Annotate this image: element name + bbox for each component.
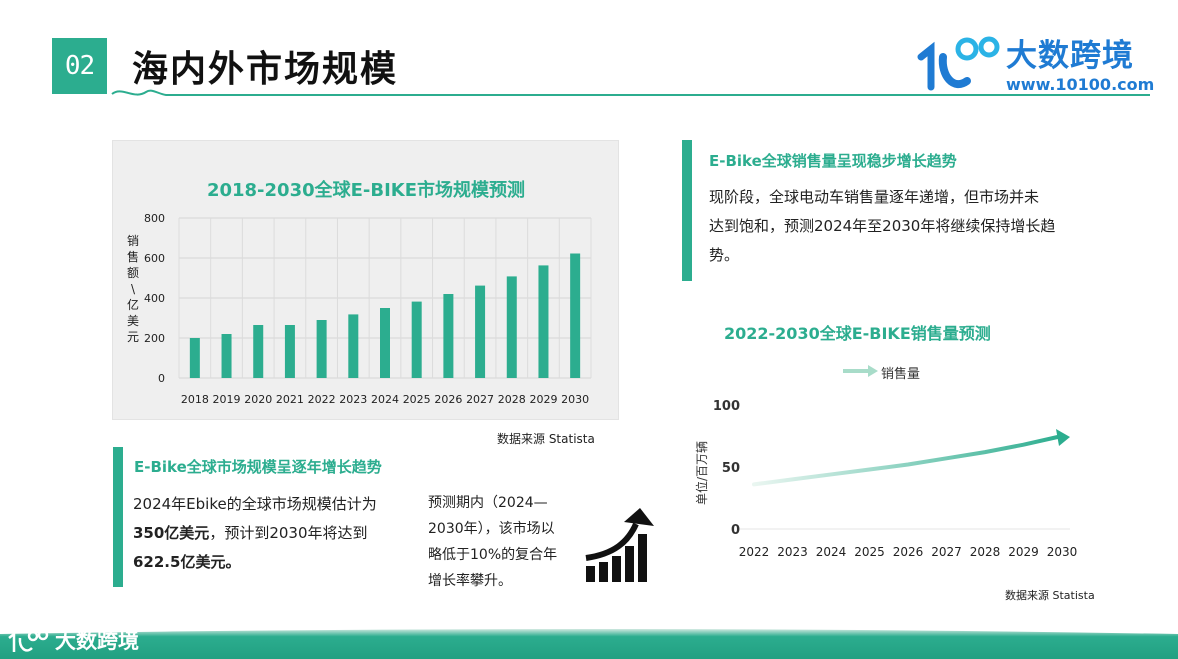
market-callout-title: E-Bike全球市场规模呈逐年增长趋势 [134, 458, 382, 476]
header-divider [111, 89, 1150, 96]
logo-name: 大数跨境 [1006, 38, 1134, 74]
footer-band [0, 629, 1178, 659]
y-axis-label: 单位/百万辆 [694, 441, 709, 505]
bar [411, 301, 422, 378]
sales-text-line: 达到饱和，预测2024年至2030年将继续保持增长趋 [709, 217, 1056, 235]
forecast-line: 预测期内（2024— [428, 495, 548, 511]
bar [443, 294, 454, 378]
y-axis-label-char: 额 [127, 266, 139, 280]
x-tick-label: 2024 [371, 393, 399, 406]
sales-callout-accent [682, 140, 692, 281]
x-tick-label: 2022 [739, 545, 770, 559]
series-line [752, 434, 1064, 487]
y-axis-label-char: 销 [127, 234, 139, 248]
bar [475, 285, 486, 378]
footer-brand: 大数跨境 [55, 629, 139, 653]
market-size-2024: 350亿美元 [133, 524, 210, 542]
page-title: 海内外市场规模 [132, 49, 399, 90]
x-tick-label: 2029 [1008, 545, 1039, 559]
x-tick-label: 2020 [244, 393, 272, 406]
y-tick-label: 0 [731, 523, 740, 538]
x-tick-label: 2030 [1047, 545, 1078, 559]
y-tick-label: 100 [713, 399, 740, 414]
x-tick-label: 2028 [498, 393, 526, 406]
market-chart-source: 数据来源 Statista [497, 432, 595, 446]
bar [221, 334, 232, 378]
y-axis-label-char: 售 [127, 249, 139, 264]
bar [284, 325, 295, 378]
forecast-line: 2030年），该市场以 [428, 521, 555, 537]
x-tick-label: 2022 [308, 393, 336, 406]
forecast-note: 预测期内（2024— 2030年），该市场以 略低于10%的复合年 增长率攀升。 [428, 490, 557, 594]
y-tick-label: 50 [722, 461, 740, 476]
bar [253, 325, 264, 378]
x-tick-label: 2027 [931, 545, 962, 559]
x-tick-label: 2018 [181, 393, 209, 406]
chart-title: 2018-2030全球E-BIKE市场规模预测 [207, 179, 525, 201]
sales-text-line: 现阶段，全球电动车销售量逐年递增，但市场并未 [709, 188, 1040, 206]
x-tick-label: 2021 [276, 393, 304, 406]
bar [506, 276, 517, 378]
sales-line-chart: 销售量 0 50 100 2022 2023 2024 2025 2026 2027 2028 202… [694, 365, 1078, 559]
market-callout-accent [113, 447, 123, 587]
forecast-line: 略低于10%的复合年 [428, 547, 558, 563]
sales-callout-title: E-Bike全球销售量呈现稳步增长趋势 [709, 152, 957, 170]
market-size-2030: 622.5亿美元。 [133, 553, 241, 571]
bar [316, 320, 327, 378]
brand-logo-icon [917, 36, 1000, 91]
x-tick-label: 2026 [893, 545, 924, 559]
y-tick-label: 200 [144, 332, 165, 345]
x-tick-label: 2028 [970, 545, 1001, 559]
x-tick-label: 2025 [854, 545, 885, 559]
y-tick-label: 400 [144, 292, 165, 305]
x-tick-label: 2024 [816, 545, 847, 559]
bar [348, 314, 359, 378]
y-axis-label-char: 美 [127, 314, 139, 328]
sales-chart-title: 2022-2030全球E-BIKE销售量预测 [724, 324, 991, 343]
bar [380, 308, 390, 378]
x-tick-label: 2026 [434, 393, 462, 406]
section-number-badge: 02 [52, 38, 107, 94]
x-tick-label: 2023 [339, 393, 367, 406]
y-axis-label-char: \ [131, 282, 136, 296]
sales-callout-text: 现阶段，全球电动车销售量逐年递增，但市场并未 达到饱和，预测2024年至2030… [709, 183, 1055, 270]
y-tick-label: 600 [144, 252, 165, 265]
y-axis-label-char: 亿 [127, 297, 139, 312]
market-text-part2: ，预计到2030年将达到 [209, 524, 368, 542]
x-tick-label: 2027 [466, 393, 494, 406]
bar [189, 338, 200, 378]
growth-chart-icon [585, 508, 654, 582]
legend-label: 销售量 [881, 366, 920, 382]
y-tick-label: 800 [144, 212, 165, 225]
bar [538, 265, 549, 378]
sales-text-line: 势。 [709, 246, 740, 264]
legend-arrow [868, 365, 878, 377]
forecast-line: 增长率攀升。 [428, 573, 512, 589]
x-tick-label: 2030 [561, 393, 589, 406]
sales-chart-source: 数据来源 Statista [1005, 589, 1095, 602]
x-tick-label: 2019 [213, 393, 241, 406]
x-tick-label: 2025 [403, 393, 431, 406]
market-size-chart-panel: 2018-2030全球E-BIKE市场规模预测 0 200 400 600 800 2018… [112, 140, 619, 420]
logo-url[interactable]: www.10100.com [1006, 75, 1155, 94]
y-axis-label-char: 元 [127, 330, 139, 344]
green-arrow-icon [1056, 429, 1070, 446]
x-tick-label: 2023 [777, 545, 808, 559]
market-callout-text: 2024年Ebike的全球市场规模估计为 350亿美元，预计到2030年将达到 … [133, 490, 423, 577]
bar [570, 253, 581, 378]
market-size-bar-chart: 2018-2030全球E-BIKE市场规模预测 0 200 400 600 800 2018… [127, 179, 592, 406]
footer-logo-icon [8, 629, 49, 652]
x-tick-label: 2029 [529, 393, 557, 406]
y-tick-label: 0 [158, 372, 165, 385]
market-text-part1: 2024年Ebike的全球市场规模估计为 [133, 495, 377, 513]
